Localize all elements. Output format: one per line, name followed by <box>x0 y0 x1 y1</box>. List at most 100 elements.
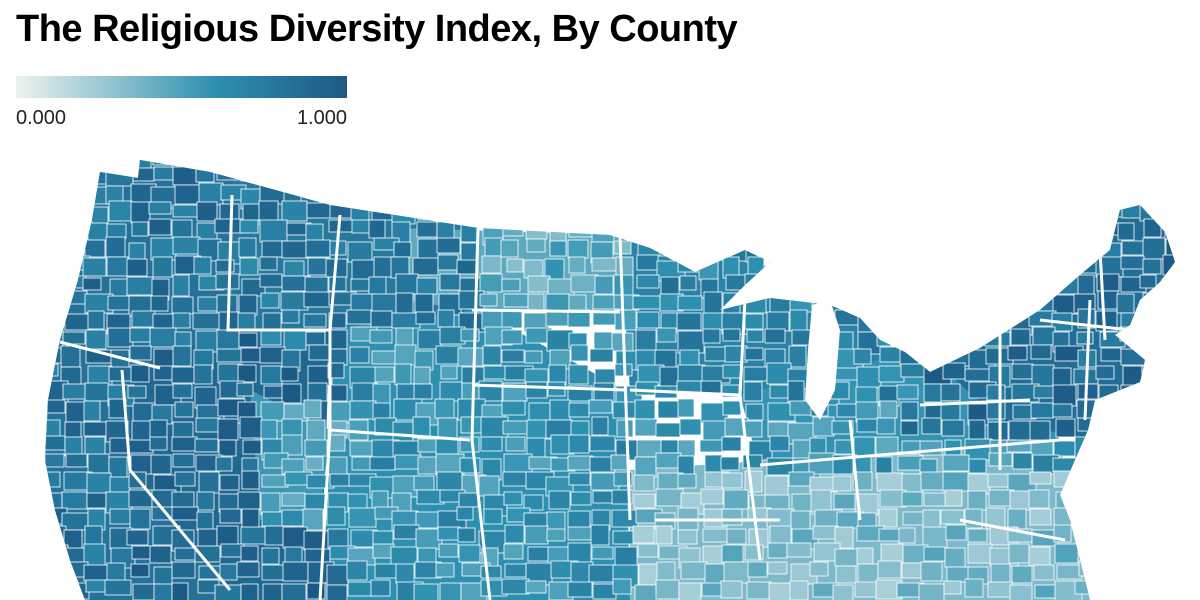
county <box>1183 545 1200 562</box>
county <box>1161 278 1175 295</box>
county <box>328 312 347 329</box>
county <box>1160 418 1175 432</box>
county <box>987 183 1015 199</box>
county <box>941 160 970 170</box>
county <box>880 164 901 184</box>
county <box>456 259 479 275</box>
county <box>788 188 807 205</box>
county <box>416 277 438 295</box>
county <box>546 528 566 542</box>
county <box>680 561 708 580</box>
county <box>721 508 743 526</box>
county <box>302 508 324 531</box>
county <box>591 416 609 436</box>
county <box>946 166 972 187</box>
county <box>196 491 215 511</box>
county <box>547 160 571 161</box>
county <box>698 260 719 281</box>
county <box>567 455 594 471</box>
county <box>193 364 213 385</box>
county <box>1009 224 1035 246</box>
county <box>219 563 238 581</box>
county <box>325 186 347 204</box>
county <box>876 472 904 492</box>
county <box>457 347 484 367</box>
county <box>1144 348 1163 367</box>
county <box>854 255 872 271</box>
county <box>1140 439 1161 462</box>
county <box>768 255 794 277</box>
county <box>923 546 946 562</box>
county <box>989 160 1009 168</box>
county <box>347 493 368 510</box>
county <box>1011 363 1034 380</box>
county <box>259 219 288 243</box>
county <box>1007 508 1027 530</box>
county <box>789 580 809 600</box>
county <box>919 259 938 279</box>
county <box>1096 452 1115 475</box>
county <box>506 201 535 225</box>
county <box>942 362 966 380</box>
county <box>18 314 38 332</box>
county <box>1189 243 1200 260</box>
county <box>766 508 795 528</box>
county <box>588 399 613 414</box>
county <box>989 257 1011 278</box>
county <box>196 201 218 222</box>
county <box>1012 452 1033 470</box>
county <box>45 544 69 563</box>
county <box>568 402 590 418</box>
county <box>835 565 857 584</box>
county <box>1029 508 1052 526</box>
county <box>548 188 575 202</box>
county <box>834 548 859 567</box>
county <box>721 472 743 489</box>
county <box>1142 489 1161 506</box>
county <box>195 164 215 183</box>
county <box>282 526 308 549</box>
county <box>503 453 533 473</box>
county <box>1165 238 1175 258</box>
county <box>193 256 212 275</box>
county <box>834 309 860 326</box>
county <box>434 398 455 419</box>
county <box>832 475 852 492</box>
county <box>896 384 919 400</box>
county <box>61 237 81 257</box>
county <box>413 583 439 600</box>
county <box>328 160 355 170</box>
county <box>412 257 439 276</box>
county <box>633 474 655 492</box>
county <box>20 150 39 166</box>
county <box>902 511 927 526</box>
county <box>809 219 832 242</box>
county <box>877 221 900 238</box>
county <box>1095 489 1124 504</box>
county <box>172 345 192 367</box>
county <box>150 454 172 475</box>
county <box>898 278 921 293</box>
county <box>1053 507 1079 527</box>
county <box>501 400 526 416</box>
county <box>105 165 134 187</box>
county <box>1140 473 1161 493</box>
county <box>130 563 150 578</box>
county <box>721 436 742 452</box>
county <box>1077 240 1106 255</box>
county <box>150 295 169 312</box>
county <box>856 185 877 203</box>
county <box>747 256 765 276</box>
county <box>237 312 256 330</box>
county <box>1073 160 1091 169</box>
county <box>632 295 661 310</box>
county <box>304 439 328 457</box>
county <box>1118 470 1146 489</box>
county <box>414 293 434 313</box>
county <box>194 160 223 164</box>
county <box>1033 564 1055 581</box>
county <box>258 200 279 222</box>
county <box>703 291 723 315</box>
county <box>370 579 391 597</box>
county <box>1077 417 1100 432</box>
